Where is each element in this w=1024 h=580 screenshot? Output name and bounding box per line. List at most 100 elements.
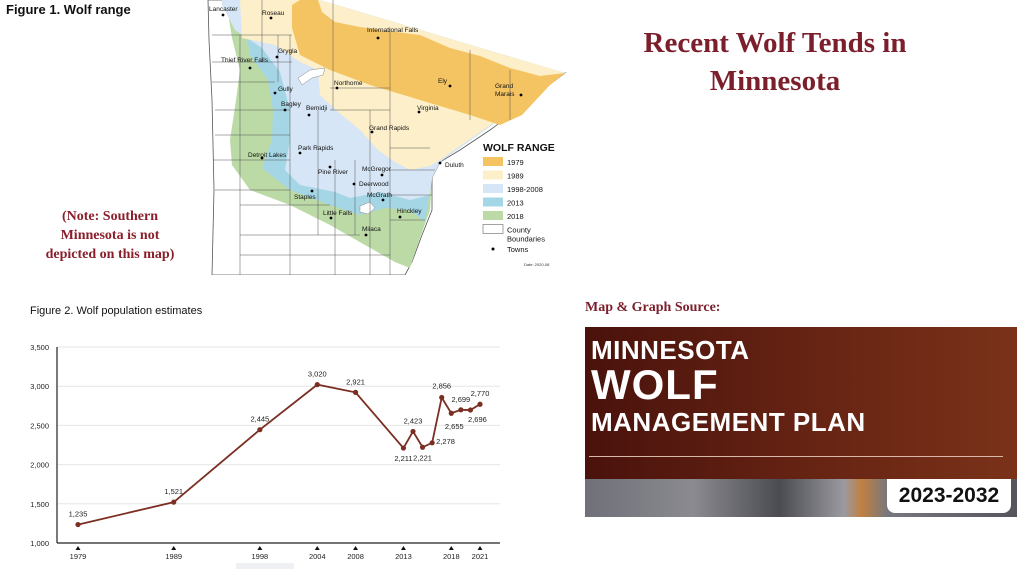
data-point xyxy=(257,427,263,433)
slide-title-line2: Minnesota xyxy=(709,65,841,97)
data-point xyxy=(75,521,81,528)
legend-swatch xyxy=(482,224,504,234)
x-tick-marker xyxy=(448,546,454,550)
town-label: Park Rapids xyxy=(298,145,334,152)
data-label: 2,699 xyxy=(451,395,470,404)
figure2-title: Figure 2. Wolf population estimates xyxy=(30,305,203,317)
town-dot xyxy=(519,93,523,97)
town-label: Roseau xyxy=(262,10,285,17)
town-label: Deerwood xyxy=(359,181,389,188)
town-label: McGregor xyxy=(362,166,392,173)
y-tick-label: 2,500 xyxy=(30,421,49,430)
data-label: 2,921 xyxy=(346,377,365,386)
town-dot xyxy=(398,215,402,219)
town-label: Lancaster xyxy=(209,6,238,13)
data-point xyxy=(400,445,407,451)
x-tick-marker xyxy=(257,546,263,550)
data-label: 2,770 xyxy=(471,389,490,398)
legend-label: Boundaries xyxy=(507,235,545,244)
legend-label: 1979 xyxy=(507,158,524,167)
town-dot xyxy=(380,173,384,177)
map-note: (Note: Southern Minnesota is not depicte… xyxy=(30,207,190,264)
legend-swatch xyxy=(483,157,503,166)
data-label: 2,655 xyxy=(445,422,464,431)
x-tick-label: 2021 xyxy=(472,552,489,561)
legend-swatch xyxy=(483,211,503,220)
data-point xyxy=(410,428,416,435)
legend-swatch xyxy=(483,197,503,207)
town-label: Little Falls xyxy=(323,210,353,217)
x-tick-marker xyxy=(171,546,177,550)
town-label: International Falls xyxy=(367,27,419,34)
town-dot xyxy=(335,86,339,90)
town-dot xyxy=(448,84,452,88)
cover-line1: MINNESOTA xyxy=(591,335,750,365)
legend-label: County xyxy=(507,226,531,235)
x-tick-marker xyxy=(353,546,359,550)
town-dot xyxy=(269,16,273,20)
scroll-handle[interactable] xyxy=(236,563,294,569)
town-label: Bemidji xyxy=(306,105,327,112)
x-tick-label: 1998 xyxy=(252,552,269,561)
x-tick-marker xyxy=(75,546,81,550)
town-dot xyxy=(283,108,287,112)
legend-label: 1989 xyxy=(507,172,524,181)
town-dot xyxy=(298,151,302,155)
legend-town-dot xyxy=(491,247,495,251)
figure1-title: Figure 1. Wolf range xyxy=(6,2,131,17)
x-tick-label: 1989 xyxy=(165,552,182,561)
population-line-chart: 1,000 1,500 2,000 2,500 3,000 3,500 1979 1989 19… xyxy=(30,343,500,569)
y-tick-label: 1,000 xyxy=(30,539,49,548)
town-dot xyxy=(438,161,442,165)
town-label: Ely xyxy=(438,78,448,85)
town-dot xyxy=(376,36,380,40)
cover-line2: WOLF xyxy=(591,361,719,408)
cover-line3: MANAGEMENT PLAN xyxy=(591,407,866,437)
data-point xyxy=(419,444,426,450)
x-tick-label: 2004 xyxy=(309,552,326,561)
slide-title-line1: Recent Wolf Tends in xyxy=(643,27,907,59)
town-dot xyxy=(328,165,332,169)
data-label: 2,856 xyxy=(432,381,451,390)
town-label: Thief River Falls xyxy=(221,57,269,64)
town-label: Bagley xyxy=(281,101,302,108)
town-label: McGrath xyxy=(367,192,392,199)
town-dot xyxy=(248,66,252,70)
town-label: Duluth xyxy=(445,162,464,169)
data-label: 2,445 xyxy=(250,415,269,424)
data-point xyxy=(448,410,454,416)
data-point xyxy=(352,389,359,395)
zone-1979 xyxy=(292,0,565,125)
legend-label: 1998-2008 xyxy=(507,185,543,194)
town-label: Gully xyxy=(278,86,294,93)
note-line2: Minnesota is not xyxy=(60,228,160,243)
town-dot xyxy=(329,216,333,220)
note-line3: depicted on this map) xyxy=(45,247,175,262)
town-label: Marais xyxy=(495,91,515,98)
county-boundaries xyxy=(212,0,511,275)
town-label: Milaca xyxy=(362,226,381,233)
x-tick-marker xyxy=(477,546,483,550)
source-label: Map & Graph Source: xyxy=(585,300,721,315)
wolf-range-map: Lancaster Roseau International Falls Grygla… xyxy=(207,0,567,275)
town-label: Grygla xyxy=(278,48,298,55)
town-label: Pine River xyxy=(318,169,349,176)
data-label: 1,521 xyxy=(164,487,183,496)
town-label: Virginia xyxy=(417,105,439,112)
y-tick-label: 1,500 xyxy=(30,500,49,509)
data-point xyxy=(314,382,320,388)
town-dot xyxy=(221,13,225,17)
town-label: Detroit Lakes xyxy=(248,152,287,159)
data-label: 1,235 xyxy=(69,510,88,519)
legend-swatch xyxy=(483,184,503,193)
town-dot xyxy=(370,130,374,134)
data-point xyxy=(467,407,474,413)
town-dot xyxy=(352,182,356,186)
town-dot xyxy=(381,198,385,202)
wolf-plan-cover[interactable]: MINNESOTA WOLF MANAGEMENT PLAN 2023-2032 xyxy=(585,327,1017,517)
data-label: 3,020 xyxy=(308,370,327,379)
data-point xyxy=(171,499,177,505)
town-dot xyxy=(307,113,311,117)
data-label: 2,211 xyxy=(394,454,412,463)
town-dot xyxy=(273,91,277,95)
